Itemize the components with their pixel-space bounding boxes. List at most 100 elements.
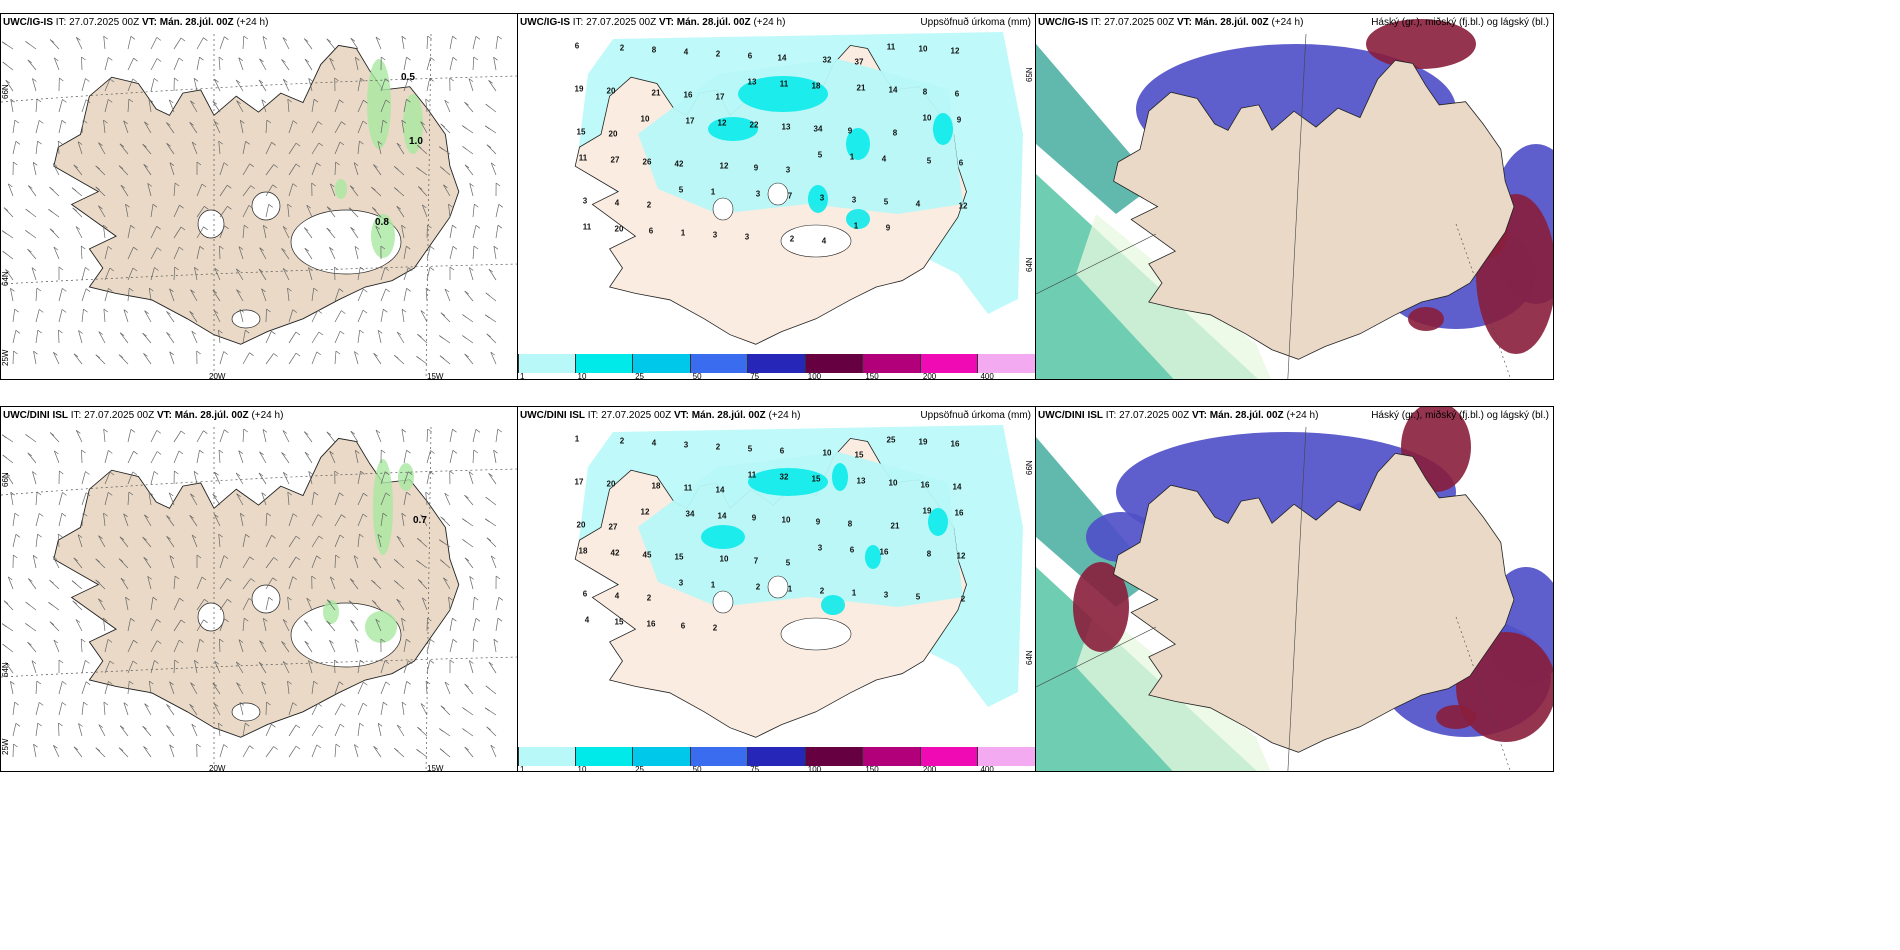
precip-value: 45 bbox=[642, 550, 652, 560]
wind-barb-flag bbox=[227, 206, 232, 210]
precip-value: 1 bbox=[680, 228, 686, 238]
wind-barb-flag bbox=[417, 186, 423, 190]
wind-barb-flag bbox=[258, 661, 264, 666]
wind-barb bbox=[334, 659, 336, 674]
wind-barb bbox=[80, 245, 83, 260]
wind-barb bbox=[426, 639, 431, 653]
wind-barb bbox=[191, 141, 198, 155]
wind-barb bbox=[190, 682, 198, 695]
wind-barb-flag bbox=[73, 164, 79, 169]
wind-barb-flag bbox=[119, 332, 125, 336]
wind-barb-flag bbox=[239, 702, 245, 706]
wind-barb-flag bbox=[156, 247, 162, 251]
wind-barb-flag bbox=[394, 748, 399, 752]
wind-barb bbox=[123, 513, 129, 527]
wind-barb-flag bbox=[250, 578, 256, 582]
wind-barb bbox=[127, 247, 134, 260]
wind-barb-flag bbox=[37, 140, 42, 145]
wind-barb-flag bbox=[385, 681, 391, 686]
wind-barb-flag bbox=[180, 37, 186, 42]
wind-barb-flag bbox=[132, 267, 138, 272]
wind-barb bbox=[12, 702, 16, 716]
wind-barb bbox=[380, 78, 386, 92]
precip-value: 6 bbox=[747, 51, 753, 61]
wind-barb bbox=[148, 492, 152, 506]
wind-barb-flag bbox=[484, 707, 490, 712]
wind-barb bbox=[262, 225, 267, 239]
wind-barb bbox=[147, 183, 152, 197]
wind-barb bbox=[426, 471, 431, 485]
wind-barb-flag bbox=[107, 246, 113, 250]
wind-barb-flag bbox=[407, 660, 413, 664]
precip-value: 19 bbox=[574, 84, 584, 94]
colorbar-segment bbox=[978, 747, 1035, 766]
wind-barb-flag bbox=[375, 36, 381, 41]
wind-barb-flag bbox=[199, 449, 204, 454]
wind-barb bbox=[261, 681, 267, 695]
wind-barb-flag bbox=[61, 702, 67, 706]
wind-barb-flag bbox=[313, 491, 319, 496]
wind-barb bbox=[449, 246, 454, 260]
wind-barb bbox=[3, 207, 14, 218]
wind-barb-flag bbox=[58, 659, 64, 664]
wind-barb-flag bbox=[396, 535, 402, 540]
precip-value: 25 bbox=[886, 435, 896, 445]
precip-value: 34 bbox=[813, 124, 823, 134]
wind-barb-flag bbox=[191, 534, 197, 539]
wind-barb-flag bbox=[25, 434, 30, 438]
wind-barb-flag bbox=[71, 187, 77, 191]
wind-barb bbox=[449, 618, 453, 632]
wind-barb-flag bbox=[189, 122, 194, 126]
wind-barb-flag bbox=[1, 230, 7, 234]
wind-barb bbox=[148, 99, 152, 113]
wind-barb-flag bbox=[179, 204, 184, 209]
wind-barb-flag bbox=[103, 308, 109, 313]
wind-barb-flag bbox=[33, 350, 38, 355]
wind-barb-flag bbox=[36, 491, 42, 496]
wind-barb-flag bbox=[156, 640, 162, 644]
precip-value: 5 bbox=[926, 156, 932, 166]
precip-value: 18 bbox=[811, 81, 821, 91]
wind-barb bbox=[373, 353, 382, 365]
wind-barb bbox=[58, 309, 63, 323]
wind-barb-flag bbox=[235, 661, 241, 666]
wind-barb-flag bbox=[464, 494, 469, 499]
wind-barb-flag bbox=[199, 246, 205, 250]
wind-barb bbox=[403, 99, 407, 113]
wind-barb bbox=[103, 513, 106, 527]
wind-barb-flag bbox=[25, 230, 30, 234]
wind-barb bbox=[150, 430, 158, 443]
wind-barb bbox=[464, 557, 474, 569]
precip-value: 13 bbox=[781, 122, 791, 132]
precip-value: 9 bbox=[956, 115, 962, 125]
wind-barb bbox=[258, 79, 267, 92]
wind-barb bbox=[265, 535, 272, 548]
wind-barb-flag bbox=[393, 559, 399, 563]
wind-barb-flag bbox=[490, 351, 496, 356]
wind-barb bbox=[104, 246, 109, 260]
wind-barb bbox=[81, 120, 84, 134]
wind-barb-flag bbox=[1, 41, 7, 46]
wind-barb bbox=[493, 57, 497, 71]
wind-barb-flag bbox=[227, 599, 232, 603]
wind-barb-flag bbox=[462, 707, 467, 711]
wind-barb bbox=[354, 639, 359, 653]
wind-barb-flag bbox=[416, 560, 421, 564]
wind-barb bbox=[118, 558, 129, 569]
wind-barb-flag bbox=[273, 746, 278, 750]
wind-barb bbox=[81, 267, 86, 281]
lat-label-64n: 64N bbox=[1025, 257, 1034, 272]
wind-barb bbox=[403, 660, 409, 674]
wind-barb-flag bbox=[318, 535, 324, 540]
wind-barb-flag bbox=[295, 745, 301, 750]
wind-barb bbox=[143, 746, 152, 758]
precip-value: 9 bbox=[885, 223, 891, 233]
wind-barb-flag bbox=[304, 58, 310, 63]
wind-barb-flag bbox=[152, 203, 158, 208]
wind-barb bbox=[282, 79, 290, 92]
wind-barb bbox=[123, 120, 129, 134]
wind-barb bbox=[303, 620, 313, 632]
wind-barb bbox=[469, 576, 474, 590]
wind-barb-flag bbox=[5, 269, 10, 273]
wind-barb bbox=[35, 330, 39, 344]
